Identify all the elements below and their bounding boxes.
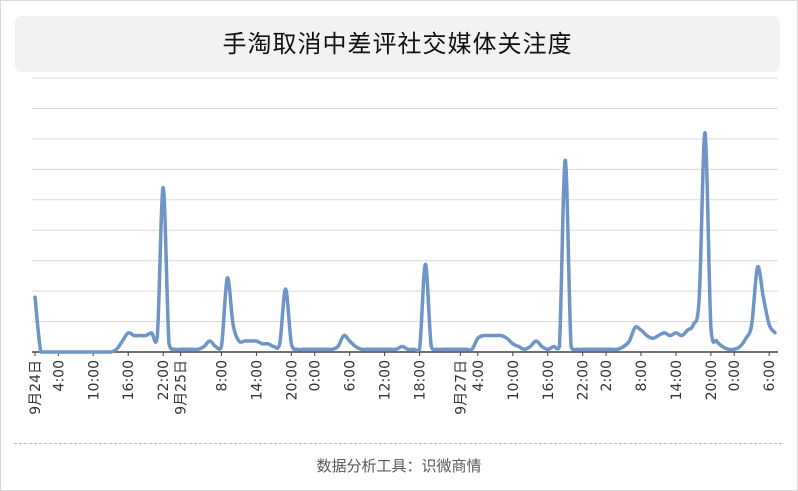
x-tick-label: 10:00 xyxy=(86,360,102,400)
x-tick-label: 16:00 xyxy=(121,360,137,400)
x-tick-label: 14:00 xyxy=(669,360,685,400)
x-tick-label: 20:00 xyxy=(704,360,720,400)
x-tick-label: 22:00 xyxy=(576,360,592,400)
data-source-note: 数据分析工具：识微商情 xyxy=(316,457,482,475)
x-tick-label: 8:00 xyxy=(214,360,230,391)
x-tick-label: 4:00 xyxy=(51,360,67,391)
x-tick-label: 9月24日 xyxy=(28,360,44,415)
x-tick-label: 8:00 xyxy=(634,360,650,391)
x-tick-label: 2:00 xyxy=(599,360,615,391)
series-line xyxy=(33,131,777,354)
gridlines xyxy=(32,77,778,323)
x-tick-label: 9月25日 xyxy=(174,360,190,415)
x-tick-label: 14:00 xyxy=(249,360,265,400)
title-banner: 手淘取消中差评社交媒体关注度 xyxy=(15,16,780,72)
chart-title: 手淘取消中差评社交媒体关注度 xyxy=(222,30,573,58)
x-tick-label: 6:00 xyxy=(343,360,359,391)
x-tick-label: 20:00 xyxy=(284,360,300,400)
x-tick-label: 6:00 xyxy=(762,360,778,391)
x-tick-label: 0:00 xyxy=(308,360,324,391)
x-tick-label: 0:00 xyxy=(727,360,743,391)
x-tick-label: 10:00 xyxy=(506,360,522,400)
x-tick-label: 18:00 xyxy=(413,360,429,400)
x-tick-label: 22:00 xyxy=(156,360,172,400)
x-tick-label: 12:00 xyxy=(378,360,394,400)
x-tick-label: 4:00 xyxy=(471,360,487,391)
x-tick-label: 9月27日 xyxy=(453,360,469,415)
x-tick-label: 16:00 xyxy=(541,360,557,400)
footer-divider xyxy=(14,443,782,444)
x-axis-tick-labels: 9月24日 4:00 10:00 16:00 22:00 9月25日 8:00 14:00 20… xyxy=(28,360,798,415)
